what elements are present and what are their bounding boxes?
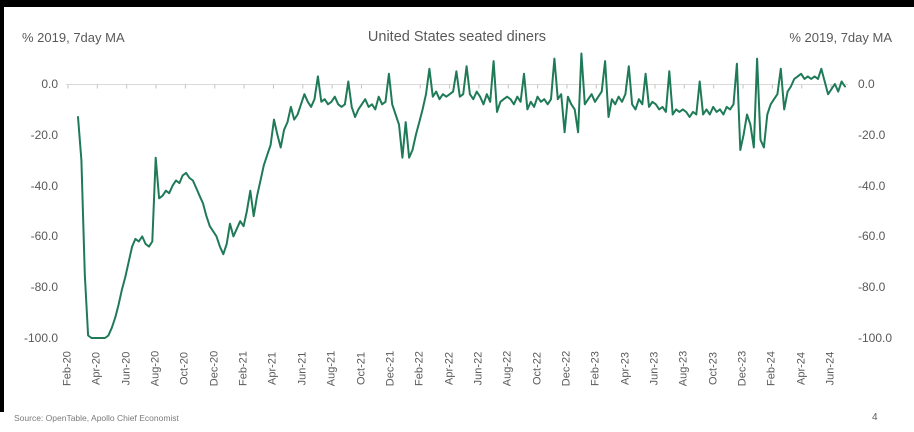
chart-title: United States seated diners [367, 29, 547, 45]
seated-diners-line [77, 52, 846, 339]
x-tick-label: Feb-21 [237, 351, 250, 386]
page-number: 4 [872, 412, 878, 423]
x-tick-label: Dec-23 [736, 350, 749, 387]
right-axis-caption: % 2019, 7day MA [789, 30, 892, 45]
x-tick-label: Aug-21 [325, 350, 338, 387]
x-tick-label: Oct-23 [707, 352, 720, 386]
x-tick-label: Jun-23 [648, 351, 661, 386]
y-tick-label-right: -60.0 [858, 229, 886, 244]
x-tick-label: Jun-22 [472, 351, 485, 386]
y-tick-label-left: -100.0 [23, 331, 58, 345]
x-tick-label: Oct-22 [531, 352, 544, 386]
x-tick-label: Jun-24 [824, 351, 837, 386]
x-tick-label: Feb-24 [765, 351, 778, 386]
x-tick-label: Jun-21 [296, 351, 309, 386]
y-tick-label-left: 0.0 [41, 77, 58, 91]
window-top-border [0, 0, 914, 7]
axis-tick-marks [67, 84, 832, 89]
y-tick-label-left: -60.0 [30, 229, 58, 244]
x-tick-label: Feb-22 [413, 351, 426, 386]
source-note: Source: OpenTable, Apollo Chief Economis… [14, 413, 179, 423]
x-tick-label: Oct-21 [355, 352, 367, 386]
x-tick-label: Aug-20 [149, 350, 162, 387]
x-tick-label: Dec-22 [560, 350, 573, 387]
x-tick-label: Dec-21 [384, 350, 397, 387]
left-axis-caption: % 2019, 7day MA [22, 30, 125, 45]
x-tick-label: Aug-23 [677, 350, 690, 387]
y-tick-label-right: -100.0 [858, 331, 893, 345]
x-tick-label: Feb-20 [61, 351, 74, 386]
y-tick-label-right: -80.0 [858, 280, 886, 295]
y-tick-label-right: 0.0 [858, 77, 875, 91]
x-tick-label: Dec-20 [208, 350, 221, 387]
x-tick-label: Apr-23 [619, 351, 632, 386]
x-tick-label: Apr-21 [266, 351, 279, 386]
x-tick-label: Jun-20 [120, 351, 133, 386]
x-tick-label: Apr-20 [90, 351, 103, 386]
window-left-border [0, 0, 4, 412]
y-tick-label-left: -80.0 [30, 280, 58, 295]
y-tick-label-left: -20.0 [30, 127, 58, 142]
x-tick-label: Feb-23 [589, 351, 602, 386]
y-tick-label-left: -40.0 [30, 178, 58, 193]
x-tick-label: Aug-22 [501, 350, 514, 387]
y-tick-label-right: -40.0 [858, 178, 886, 193]
x-tick-label: Apr-22 [443, 351, 456, 386]
x-tick-label: Oct-20 [178, 352, 191, 386]
x-tick-label: Apr-24 [795, 351, 808, 386]
y-tick-label-right: -20.0 [858, 127, 886, 142]
